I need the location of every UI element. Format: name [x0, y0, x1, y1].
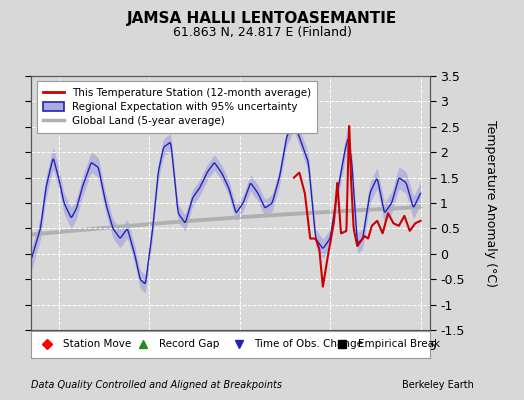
Text: Record Gap: Record Gap — [159, 339, 219, 350]
Text: Berkeley Earth: Berkeley Earth — [402, 380, 474, 390]
Text: Station Move: Station Move — [63, 339, 132, 350]
Text: Empirical Break: Empirical Break — [358, 339, 440, 350]
Legend: This Temperature Station (12-month average), Regional Expectation with 95% uncer: This Temperature Station (12-month avera… — [37, 81, 318, 133]
Y-axis label: Temperature Anomaly (°C): Temperature Anomaly (°C) — [484, 120, 497, 286]
Text: Time of Obs. Change: Time of Obs. Change — [255, 339, 364, 350]
Text: 61.863 N, 24.817 E (Finland): 61.863 N, 24.817 E (Finland) — [172, 26, 352, 39]
Text: Data Quality Controlled and Aligned at Breakpoints: Data Quality Controlled and Aligned at B… — [31, 380, 282, 390]
Text: JAMSA HALLI LENTOASEMANTIE: JAMSA HALLI LENTOASEMANTIE — [127, 11, 397, 26]
